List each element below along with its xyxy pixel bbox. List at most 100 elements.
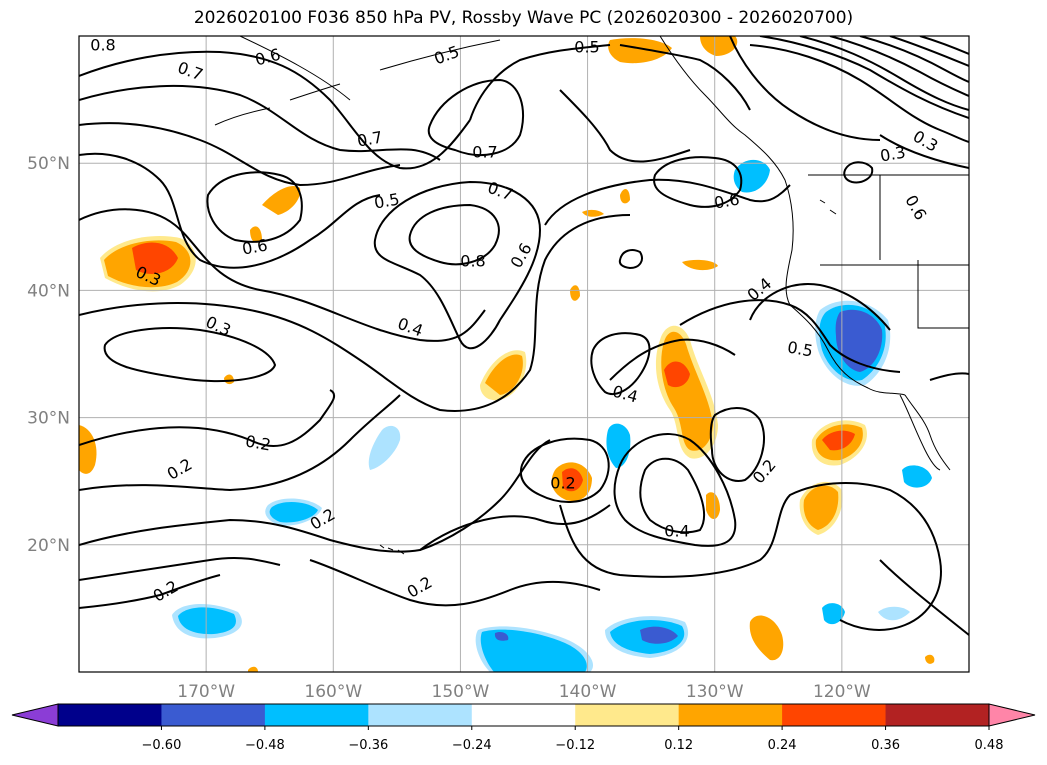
island-coast	[819, 199, 837, 215]
contour-label: 0.5	[431, 42, 461, 69]
lat-tick-label: 50°N	[27, 154, 70, 174]
contour-line	[408, 203, 500, 266]
contour-line	[619, 44, 751, 111]
negative-anomaly-core	[640, 626, 678, 644]
lat-tick-label: 30°N	[27, 409, 70, 429]
contour-line	[520, 437, 610, 503]
negative-anomaly-area	[878, 606, 910, 621]
contour-line	[613, 433, 737, 547]
contour-label: 0.2	[150, 577, 182, 606]
contour-line	[79, 122, 401, 187]
contour-line	[729, 36, 881, 141]
contour-line	[929, 372, 969, 381]
colorbar-tick-label: −0.60	[142, 738, 182, 753]
contour-label: 0.2	[550, 474, 575, 493]
contour-line	[559, 482, 942, 631]
contour-label: 0.2	[749, 456, 780, 488]
positive-anomaly-area	[248, 666, 258, 672]
negative-anomaly-area	[733, 159, 770, 193]
negative-anomaly-area	[822, 603, 845, 625]
pv-contours	[79, 36, 969, 636]
lon-tick-label: 170°W	[177, 682, 235, 702]
contour-line	[749, 44, 969, 143]
colorbar: −0.60 −0.48 −0.36 −0.24 −0.12 0.12 0.24 0.36 0.4…	[11, 703, 1036, 753]
positive-anomaly-area	[250, 226, 262, 243]
positive-anomaly-area	[262, 185, 301, 215]
contour-line	[79, 556, 281, 581]
negative-anomaly-area	[178, 607, 236, 635]
colorbar-swatch	[782, 704, 887, 726]
positive-anomaly-area	[749, 615, 784, 661]
contour-line	[879, 134, 969, 169]
positive-anomaly-area	[700, 36, 738, 56]
positive-anomaly-core	[132, 242, 178, 274]
contour-label: 0.2	[164, 455, 196, 484]
contour-label: 0.6	[713, 189, 741, 212]
hawaii-islands	[379, 544, 405, 555]
contour-label: 0.7	[356, 127, 384, 150]
contour-line	[879, 559, 969, 636]
colorbar-extend-low	[11, 703, 59, 727]
contour-line	[590, 332, 651, 395]
negative-anomaly-area	[368, 425, 401, 470]
positive-anomaly-area	[582, 209, 604, 217]
contour-line	[419, 504, 611, 551]
contour-line	[919, 36, 969, 55]
contour-line	[103, 327, 277, 383]
contour-label: 0.6	[901, 192, 930, 224]
positive-anomaly-core	[664, 361, 690, 388]
colorbar-tick-label: −0.36	[348, 738, 388, 753]
state-border	[879, 175, 969, 329]
colorbar-tick-label: 0.24	[768, 738, 797, 753]
positive-anomaly-area	[608, 38, 672, 64]
lon-tick-label: 150°W	[432, 682, 490, 702]
lon-tick-label: 120°W	[813, 682, 871, 702]
colorbar-tick-label: 0.48	[975, 738, 1004, 753]
contour-line	[79, 84, 441, 161]
colorbar-swatch	[161, 704, 266, 726]
negative-anomaly-area	[902, 465, 932, 488]
lat-tick-label: 40°N	[27, 281, 70, 301]
contour-line	[309, 559, 601, 607]
positive-anomaly-area	[803, 485, 839, 530]
contour-line	[749, 283, 891, 331]
contour-label: 0.4	[611, 382, 641, 407]
lat-tick-label: 20°N	[27, 536, 70, 556]
lon-tick-label: 130°W	[686, 682, 744, 702]
positive-anomaly-area	[485, 354, 523, 395]
contour-line	[639, 457, 705, 534]
contour-line	[79, 439, 551, 553]
contour-line	[79, 394, 401, 492]
aleutian-islands	[214, 83, 341, 126]
contour-label: 0.3	[879, 142, 907, 165]
positive-anomaly-area	[682, 259, 718, 271]
contour-line	[79, 208, 486, 342]
contour-label: 0.7	[472, 143, 497, 162]
contour-line	[799, 36, 969, 111]
positive-anomaly-core	[562, 468, 583, 492]
contour-line	[79, 152, 381, 269]
colorbar-swatch	[885, 704, 990, 726]
lon-tick-label: 140°W	[559, 682, 617, 702]
positive-anomaly-area	[620, 188, 630, 204]
contour-line	[843, 161, 874, 184]
contour-label: 0.5	[574, 38, 599, 57]
contour-line	[79, 50, 471, 170]
contour-label: 0.7	[175, 58, 205, 85]
contour-label: 0.6	[241, 235, 269, 258]
colorbar-tick-label: 0.12	[664, 738, 693, 753]
contour-label: 0.4	[664, 522, 689, 541]
lon-tick-label: 160°W	[304, 682, 362, 702]
contour-line	[206, 171, 303, 243]
contour-line	[79, 574, 221, 609]
contour-label: 0.2	[244, 431, 272, 454]
positive-anomaly-area	[661, 331, 713, 451]
colorbar-swatch	[58, 704, 162, 726]
contour-label: 0.5	[786, 337, 814, 360]
contour-line	[859, 36, 969, 83]
contour-line	[679, 299, 901, 373]
contour-label: 0.2	[404, 573, 436, 602]
contour-line	[427, 78, 525, 156]
colorbar-swatch	[264, 704, 369, 726]
